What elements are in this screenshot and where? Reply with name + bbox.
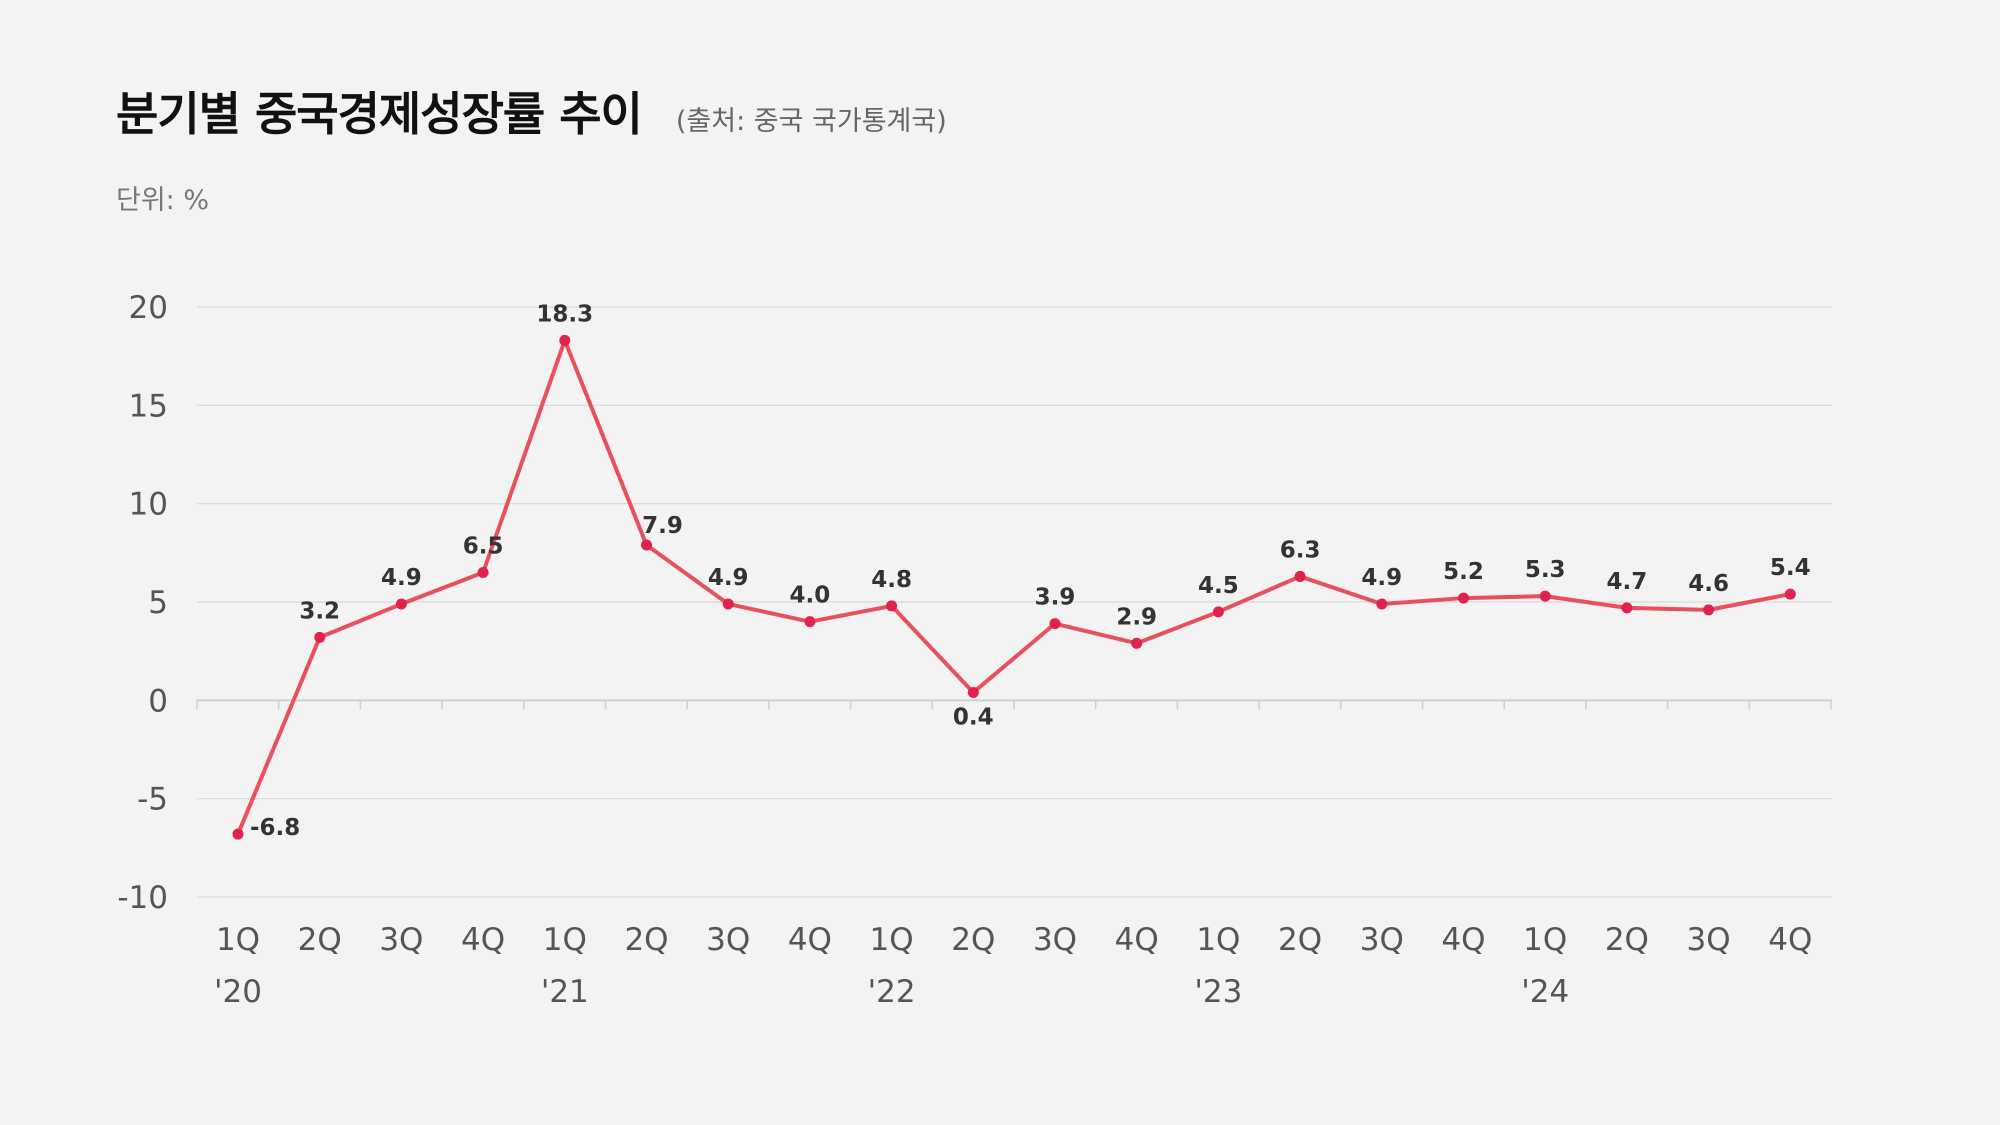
x-tick-label: 1Q: [1523, 922, 1567, 958]
data-label: 5.2: [1443, 559, 1484, 585]
data-label: 4.7: [1607, 569, 1648, 595]
x-tick-label: 3Q: [379, 922, 423, 958]
data-label: 6.5: [463, 534, 504, 560]
x-tick-label: 1Q: [543, 922, 587, 958]
x-tick-label: 3Q: [1360, 922, 1404, 958]
y-tick-label: -5: [137, 782, 168, 818]
data-point: [559, 334, 571, 346]
data-label: 7.9: [642, 513, 683, 539]
data-label: 4.9: [708, 565, 749, 591]
data-label: 4.0: [790, 583, 831, 609]
chart-source: (출처: 중국 국가통계국): [675, 106, 947, 137]
x-tick-label: 3Q: [1687, 922, 1731, 958]
data-point: [1376, 598, 1388, 610]
x-year-label: '23: [1194, 974, 1242, 1010]
x-year-label: '21: [541, 974, 589, 1010]
x-tick-label: 4Q: [1768, 922, 1812, 958]
x-tick-label: 1Q: [1196, 922, 1240, 958]
chart-title: 분기별 중국경제성장률 추이: [116, 87, 643, 141]
data-point: [232, 828, 244, 840]
data-point: [477, 567, 489, 578]
series-line: [236, 338, 1793, 837]
data-label: 4.8: [871, 567, 912, 593]
unit-label: 단위: %: [116, 185, 210, 216]
x-tick-label: 1Q: [870, 922, 914, 958]
data-point: [1539, 590, 1551, 602]
y-tick-label: -10: [117, 880, 168, 916]
data-label: 4.6: [1688, 571, 1729, 597]
x-tick-label: 3Q: [706, 922, 750, 958]
series-layer: [232, 334, 1796, 840]
x-year-label: '24: [1521, 974, 1569, 1010]
data-label: 4.9: [1361, 565, 1402, 591]
y-tick-label: 10: [129, 487, 168, 523]
x-tick-label: 2Q: [1605, 922, 1649, 958]
x-axis: 1Q 2Q 3Q 4Q 1Q 2Q 3Q 4Q 1Q 2Q 3Q 4Q 1Q 2Q 3Q 4Q 1Q 2Q 3Q 4Q…: [214, 922, 1812, 1010]
data-point: [1294, 570, 1306, 582]
data-point: [1621, 602, 1633, 614]
data-point: [1784, 588, 1796, 600]
data-label: 3.2: [299, 598, 340, 624]
y-tick-label: 15: [129, 388, 168, 424]
data-label: 4.9: [381, 565, 422, 591]
data-point: [395, 598, 407, 610]
data-label: 18.3: [536, 301, 593, 327]
data-point: [886, 600, 898, 612]
x-tick-label: 2Q: [1278, 922, 1322, 958]
data-point: [804, 616, 816, 628]
data-label: 6.3: [1280, 537, 1321, 563]
data-label: 5.3: [1525, 557, 1566, 583]
grid-layer: [196, 306, 1832, 898]
data-point: [1458, 592, 1469, 604]
data-label: 0.4: [953, 704, 994, 730]
y-tick-label: 0: [148, 683, 168, 719]
y-axis: 20 15 10 5 0 -5 -10: [117, 290, 168, 916]
x-tick-label: 4Q: [1441, 922, 1485, 958]
data-point: [314, 631, 326, 643]
x-tick-label: 4Q: [788, 922, 832, 958]
x-year-label: '22: [868, 974, 916, 1010]
data-label: 3.9: [1035, 585, 1076, 611]
x-tick-label: 4Q: [1115, 922, 1159, 958]
x-tick-label: 3Q: [1033, 922, 1077, 958]
data-label: 5.4: [1770, 555, 1811, 581]
data-point: [1131, 637, 1143, 649]
data-point: [967, 686, 979, 698]
x-tick-label: 2Q: [624, 922, 668, 958]
data-point: [1212, 606, 1224, 618]
x-tick-label: 1Q: [216, 922, 260, 958]
y-tick-label: 5: [148, 585, 168, 621]
x-tick-label: 2Q: [298, 922, 342, 958]
x-year-label: '20: [214, 974, 262, 1010]
data-point: [641, 539, 652, 551]
x-tick-label: 2Q: [951, 922, 995, 958]
data-label: 4.5: [1198, 573, 1239, 599]
data-point: [1703, 604, 1715, 616]
data-point: [722, 598, 734, 610]
data-label: 2.9: [1116, 604, 1157, 630]
x-tick-label: 4Q: [461, 922, 505, 958]
chart-header: 분기별 중국경제성장률 추이 (출처: 중국 국가통계국): [116, 78, 947, 144]
y-tick-label: 20: [129, 290, 168, 326]
data-point: [1049, 618, 1061, 630]
data-labels: -6.8 3.2 4.9 6.5 18.3 7.9 4.9 4.0 4.8 0.4 3.9 2.9 4.…: [250, 301, 1811, 841]
data-label: -6.8: [250, 815, 300, 841]
